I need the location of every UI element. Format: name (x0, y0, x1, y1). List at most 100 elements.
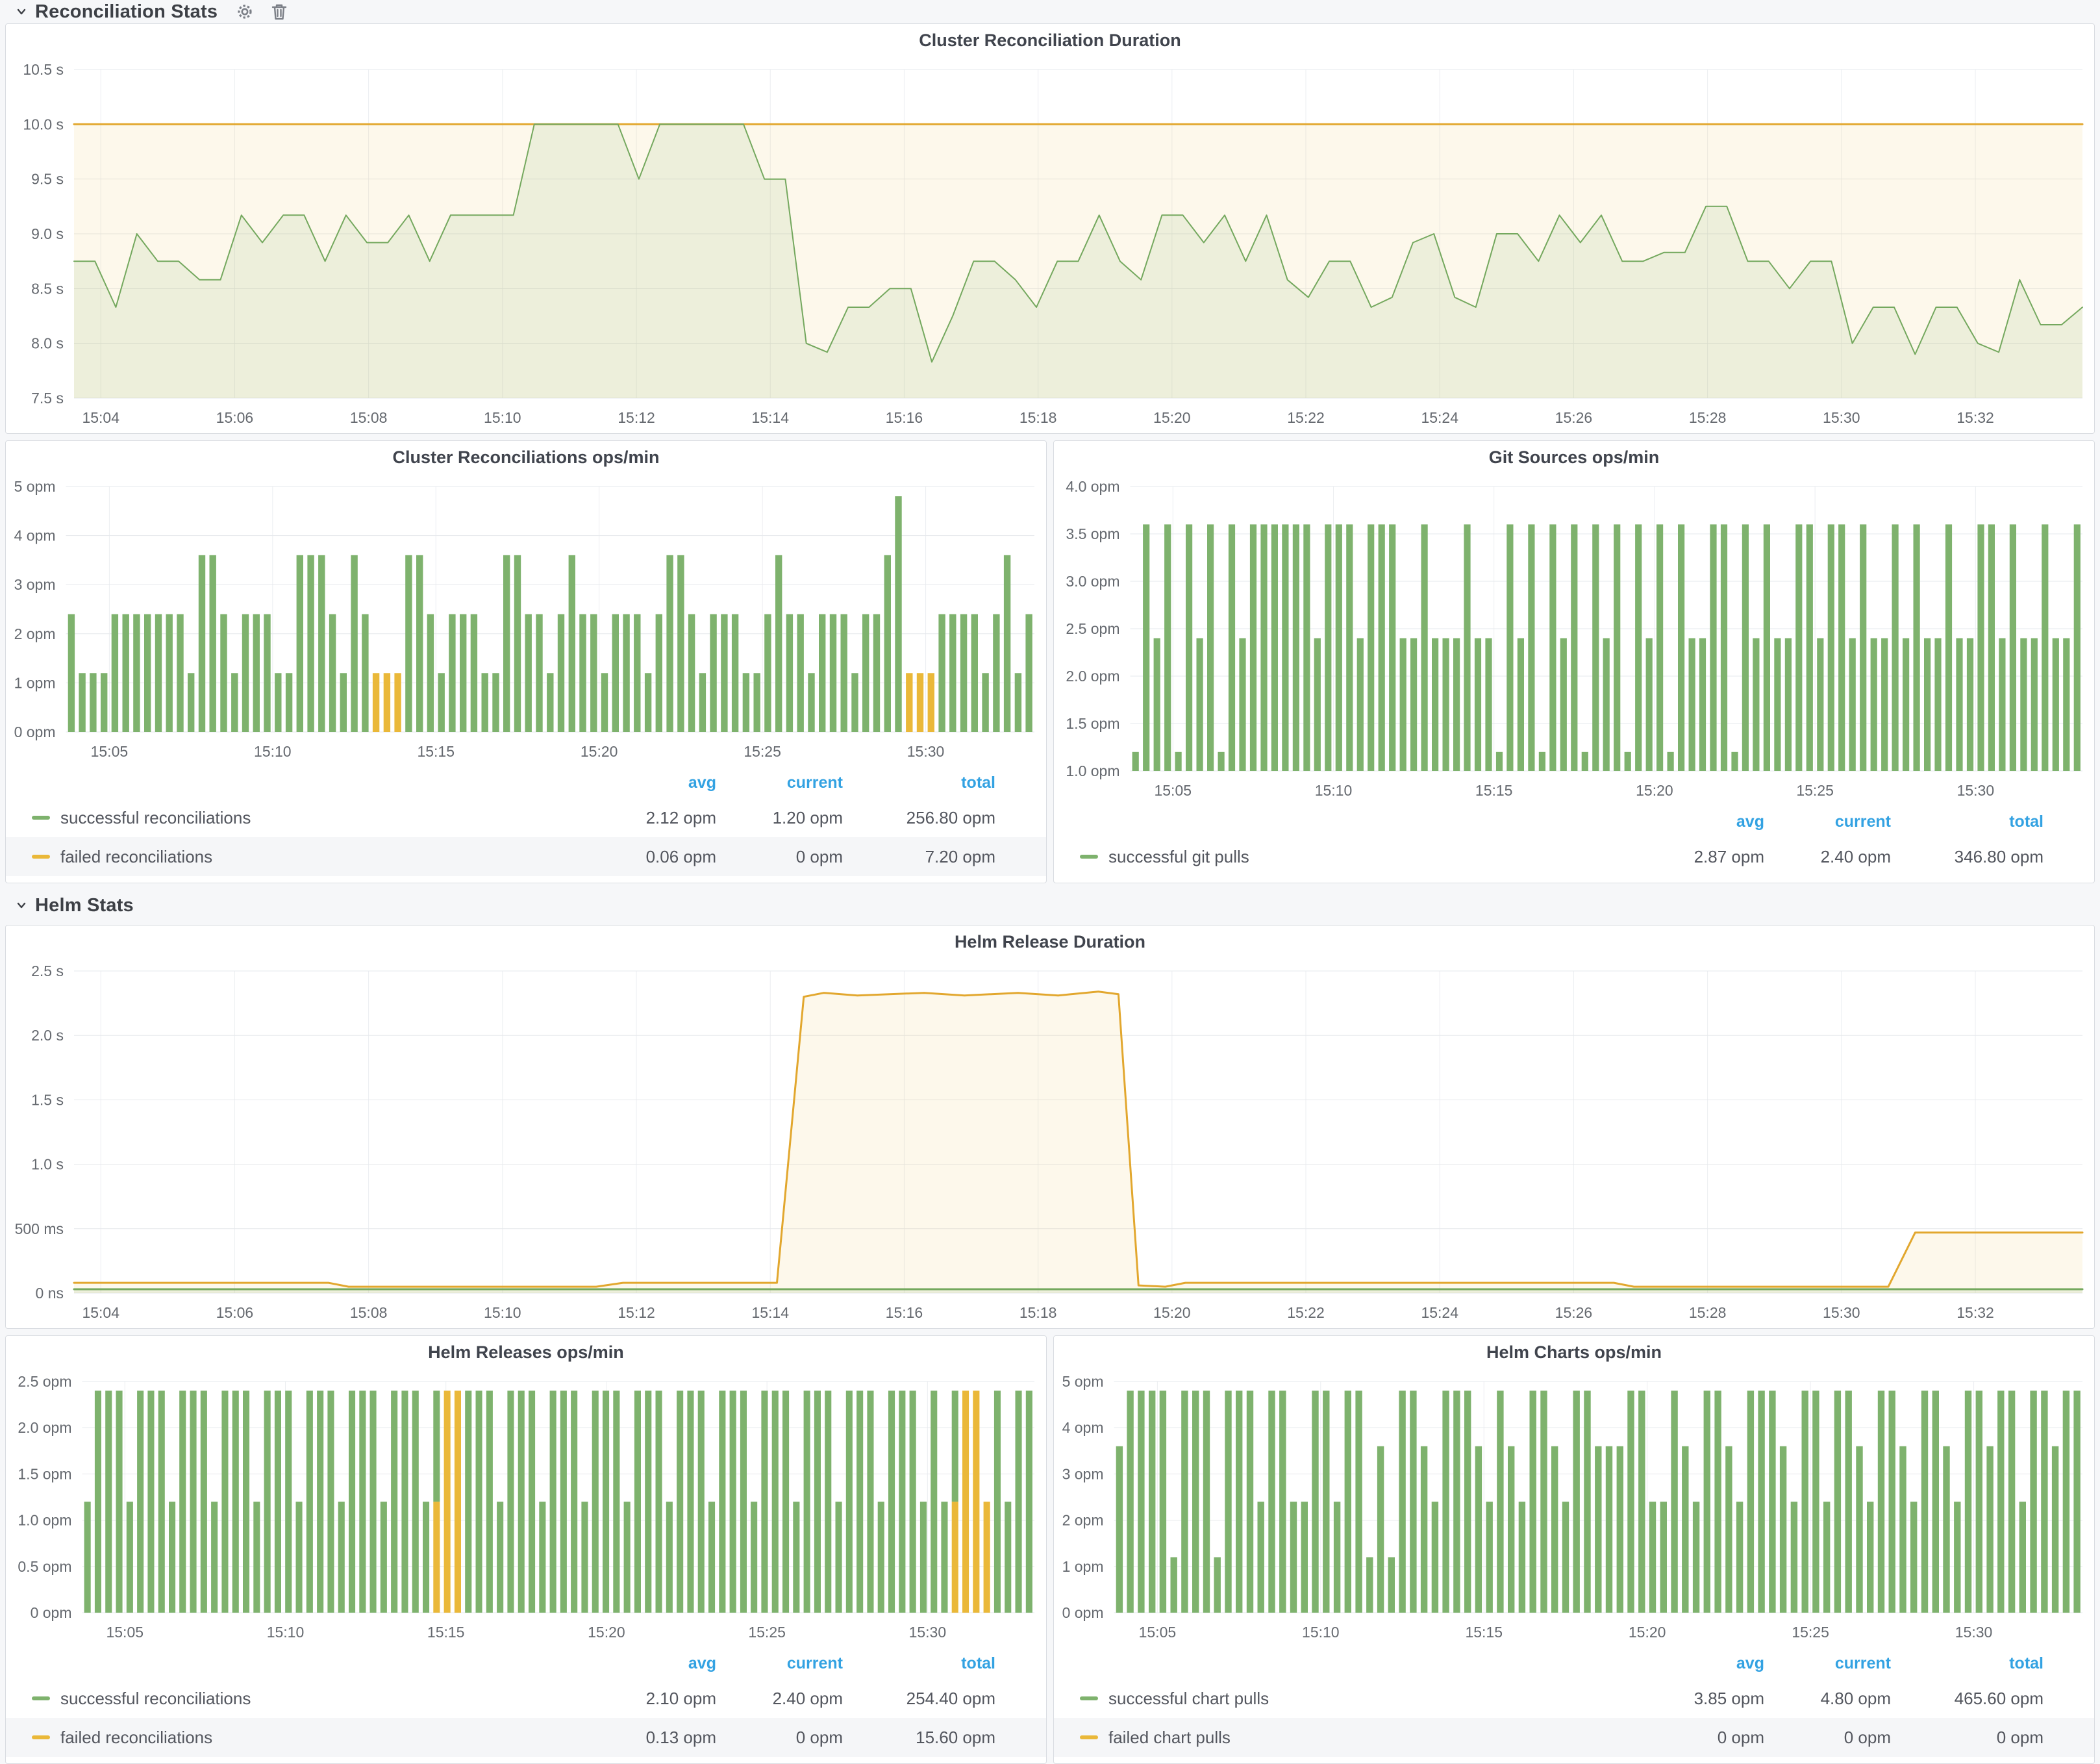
legend-stat-value: 7.20 opm (843, 847, 995, 867)
series-name[interactable]: failed chart pulls (1108, 1728, 1231, 1748)
legend-row: successful git pulls2.87 opm2.40 opm346.… (1054, 837, 2094, 876)
x-axis-tick: 15:20 (1153, 409, 1191, 426)
x-axis-tick: 15:25 (744, 743, 781, 760)
x-axis-tick: 15:05 (106, 1624, 144, 1641)
legend-stat-value: 465.60 opm (1891, 1689, 2044, 1709)
legend-series-label[interactable]: failed reconciliations (32, 1728, 593, 1748)
panel-helm-charts-opm: Helm Charts ops/min 0 opm1 opm2 opm3 opm… (1053, 1335, 2095, 1764)
trash-icon[interactable] (271, 3, 288, 21)
legend-row: successful reconciliations2.10 opm2.40 o… (6, 1679, 1046, 1718)
legend-header-row: avgcurrenttotal (6, 1648, 1046, 1679)
x-axis-tick: 15:20 (1636, 782, 1673, 799)
legend-row: failed chart pulls0 opm0 opm0 opm (1054, 1718, 2094, 1757)
legend-series-label[interactable]: successful git pulls (1080, 847, 1641, 867)
legend-series-label[interactable]: successful reconciliations (32, 1689, 593, 1709)
x-axis-tick: 15:04 (82, 1304, 119, 1321)
y-axis-tick: 1.5 opm (1066, 715, 1119, 732)
legend-sort-total[interactable]: total (1891, 813, 2044, 831)
legend-stat-value: 2.40 opm (1764, 847, 1891, 867)
x-axis-tick: 15:10 (1315, 782, 1353, 799)
legend-series-label[interactable]: failed chart pulls (1080, 1728, 1641, 1748)
x-axis-tick: 15:12 (618, 409, 655, 426)
section-header-reconciliation-stats[interactable]: Reconciliation Stats (5, 0, 2095, 23)
legend-sort-current[interactable]: current (1764, 813, 1891, 831)
legend-header-row: avgcurrenttotal (1054, 806, 2094, 837)
panel-title[interactable]: Cluster Reconciliations ops/min (6, 441, 1046, 471)
x-axis-tick: 15:32 (1956, 409, 1994, 426)
section-title[interactable]: Helm Stats (35, 895, 134, 916)
y-axis-tick: 2.5 opm (18, 1373, 71, 1390)
legend-stat-value: 3.85 opm (1641, 1689, 1764, 1709)
legend-header-row: avgcurrenttotal (6, 767, 1046, 798)
panel-title[interactable]: Helm Releases ops/min (6, 1336, 1046, 1366)
legend-sort-avg[interactable]: avg (1641, 813, 1764, 831)
y-axis-tick: 1.5 opm (18, 1465, 71, 1482)
chart-helm-charts-opm[interactable]: 0 opm1 opm2 opm3 opm4 opm5 opm15:0515:10… (1054, 1366, 2094, 1648)
legend-series-label[interactable]: failed reconciliations (32, 847, 593, 867)
y-axis-tick: 9.5 s (31, 171, 64, 188)
section-header-helm-stats[interactable]: Helm Stats (5, 892, 2095, 918)
x-axis-tick: 15:26 (1555, 409, 1593, 426)
y-axis-tick: 2 opm (14, 625, 56, 642)
chart-helm-release-duration[interactable]: 0 ns500 ms1.0 s1.5 s2.0 s2.5 s15:0415:06… (6, 955, 2094, 1328)
gear-icon[interactable] (236, 3, 254, 21)
series-name[interactable]: successful git pulls (1108, 847, 1249, 867)
y-axis-tick: 10.5 s (23, 61, 64, 78)
panel-title[interactable]: Helm Charts ops/min (1054, 1336, 2094, 1366)
y-axis-tick: 0 opm (31, 1604, 72, 1621)
x-axis-tick: 15:32 (1956, 1304, 1994, 1321)
x-axis-tick: 15:28 (1689, 1304, 1727, 1321)
chart-helm-releases-opm[interactable]: 0 opm0.5 opm1.0 opm1.5 opm2.0 opm2.5 opm… (6, 1366, 1046, 1648)
legend-sort-current[interactable]: current (716, 774, 843, 792)
legend-stat-value: 0.06 opm (593, 847, 716, 867)
x-axis-tick: 15:16 (886, 1304, 923, 1321)
panel-git-sources-opm: Git Sources ops/min 1.0 opm1.5 opm2.0 op… (1053, 440, 2095, 883)
legend-sort-total[interactable]: total (1891, 1654, 2044, 1673)
legend-cluster-reconciliations: avgcurrenttotalsuccessful reconciliation… (6, 767, 1046, 883)
y-axis-tick: 5 opm (1062, 1373, 1104, 1390)
legend-helm-releases: avgcurrenttotalsuccessful reconciliation… (6, 1648, 1046, 1763)
panel-title[interactable]: Helm Release Duration (6, 926, 2094, 955)
chart-git-sources-opm[interactable]: 1.0 opm1.5 opm2.0 opm2.5 opm3.0 opm3.5 o… (1054, 471, 2094, 806)
x-axis-tick: 15:08 (350, 409, 388, 426)
x-axis-tick: 15:15 (1475, 782, 1513, 799)
x-axis-tick: 15:24 (1421, 1304, 1458, 1321)
y-axis-tick: 1.0 opm (18, 1512, 71, 1529)
y-axis-tick: 2 opm (1062, 1512, 1104, 1529)
chart-cluster-reconciliations-opm[interactable]: 0 opm1 opm2 opm3 opm4 opm5 opm15:0515:10… (6, 471, 1046, 767)
series-color-dash-icon (1080, 1696, 1098, 1700)
panel-cluster-reconciliation-duration: Cluster Reconciliation Duration 7.5 s8.0… (5, 23, 2095, 434)
panel-helm-releases-opm: Helm Releases ops/min 0 opm0.5 opm1.0 op… (5, 1335, 1047, 1764)
panel-title[interactable]: Cluster Reconciliation Duration (6, 24, 2094, 54)
x-axis-tick: 15:18 (1019, 409, 1057, 426)
series-name[interactable]: failed reconciliations (60, 1728, 212, 1748)
dashboard: Reconciliation Stats Cluster Reconciliat… (0, 0, 2100, 1764)
x-axis-tick: 15:25 (1792, 1624, 1829, 1641)
legend-sort-current[interactable]: current (716, 1654, 843, 1673)
y-axis-tick: 4 opm (14, 527, 56, 544)
x-axis-tick: 15:14 (751, 1304, 789, 1321)
series-name[interactable]: failed reconciliations (60, 847, 212, 867)
series-name[interactable]: successful reconciliations (60, 808, 251, 828)
legend-series-label[interactable]: successful reconciliations (32, 808, 593, 828)
legend-sort-avg[interactable]: avg (593, 774, 716, 792)
y-axis-tick: 8.0 s (31, 335, 64, 352)
series-color-dash-icon (1080, 1735, 1098, 1739)
series-name[interactable]: successful reconciliations (60, 1689, 251, 1709)
legend-sort-total[interactable]: total (843, 774, 995, 792)
legend-stat-value: 2.87 opm (1641, 847, 1764, 867)
legend-sort-current[interactable]: current (1764, 1654, 1891, 1673)
legend-series-label[interactable]: successful chart pulls (1080, 1689, 1641, 1709)
x-axis-tick: 15:08 (350, 1304, 388, 1321)
x-axis-tick: 15:18 (1019, 1304, 1057, 1321)
section-title[interactable]: Reconciliation Stats (35, 1, 218, 23)
panel-title[interactable]: Git Sources ops/min (1054, 441, 2094, 471)
legend-sort-avg[interactable]: avg (593, 1654, 716, 1673)
x-axis-tick: 15:20 (1629, 1624, 1666, 1641)
chart-cluster-reconciliation-duration[interactable]: 7.5 s8.0 s8.5 s9.0 s9.5 s10.0 s10.5 s15:… (6, 54, 2094, 433)
series-name[interactable]: successful chart pulls (1108, 1689, 1269, 1709)
legend-row: successful reconciliations2.12 opm1.20 o… (6, 798, 1046, 837)
legend-sort-avg[interactable]: avg (1641, 1654, 1764, 1673)
legend-sort-total[interactable]: total (843, 1654, 995, 1673)
y-axis-tick: 2.0 opm (18, 1419, 71, 1436)
